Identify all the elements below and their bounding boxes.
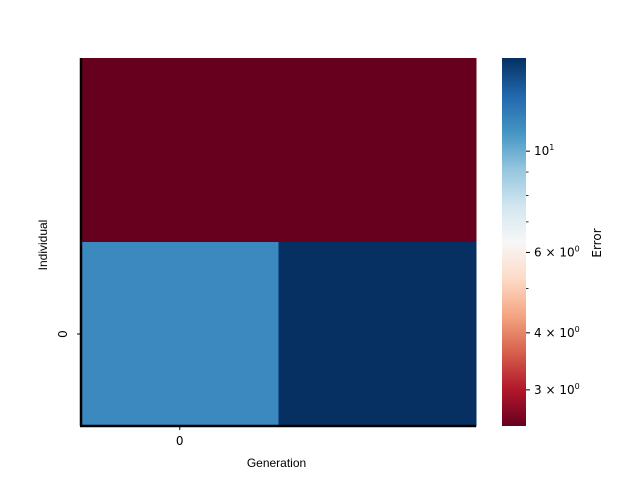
colorbar: 3 × 100 4 × 100 6 × 100 101 Error — [502, 58, 604, 426]
x-axis-label: Generation — [247, 456, 306, 470]
colorbar-tick-label: 101 — [534, 143, 554, 158]
y-axis-ticks: 0 — [56, 330, 81, 338]
y-axis-label: Individual — [36, 220, 50, 271]
x-axis-ticks: 0 — [176, 426, 184, 448]
heatmap-cell — [81, 58, 279, 243]
heatmap-cell — [278, 242, 477, 427]
x-tick-label: 0 — [176, 434, 184, 448]
heatmap-cell — [278, 58, 477, 243]
colorbar-ticks: 3 × 100 4 × 100 6 × 100 101 — [526, 143, 580, 397]
heatmap-cells — [81, 58, 477, 427]
colorbar-tick-label: 6 × 100 — [534, 244, 580, 259]
colorbar-tick-label: 4 × 100 — [534, 325, 580, 340]
colorbar-label: Error — [590, 228, 604, 257]
y-tick-label: 0 — [56, 330, 70, 338]
heatmap-cell — [81, 242, 279, 427]
colorbar-gradient — [502, 58, 526, 426]
colorbar-tick-label: 3 × 100 — [534, 382, 580, 397]
